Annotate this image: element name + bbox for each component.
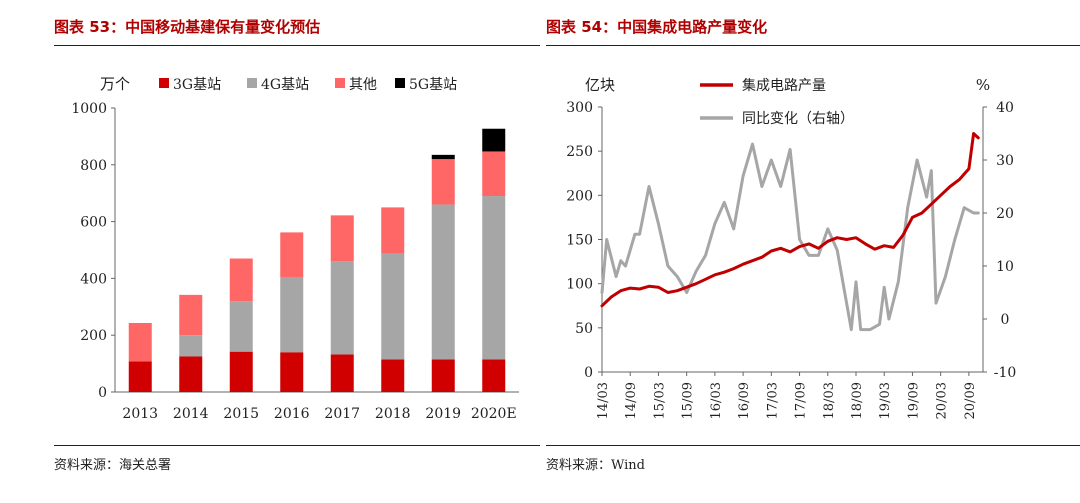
bar-segment <box>330 261 354 355</box>
right-y-tick-label: 40 <box>996 100 1014 116</box>
x-tick-label: 2014 <box>173 406 209 422</box>
x-tick-label: 2020E <box>471 406 517 422</box>
bar-segment <box>482 196 506 360</box>
x-tick-label: 17/03 <box>765 382 780 419</box>
bar-segment <box>128 322 152 362</box>
x-tick-label: 2015 <box>223 406 259 422</box>
x-tick-label: 14/03 <box>596 382 611 419</box>
bar-segment <box>482 128 506 152</box>
legend-swatch <box>247 78 257 88</box>
bar-segment <box>280 352 304 392</box>
left-top-rule <box>54 45 540 46</box>
legend-label: 5G基站 <box>409 76 457 93</box>
legend-label: 3G基站 <box>173 76 221 93</box>
left-y-tick-label: 0 <box>584 365 593 381</box>
left-y-tick-label: 150 <box>566 233 593 249</box>
bar-segment <box>128 361 152 392</box>
bar-segment <box>280 232 304 277</box>
x-tick-label: 15/03 <box>652 382 667 419</box>
right-bottom-rule <box>546 445 1080 446</box>
right-y-tick-label: -10 <box>994 365 1017 381</box>
left-y-tick-label: 100 <box>566 277 593 293</box>
bar-segment <box>431 359 455 392</box>
legend-label: 同比变化（右轴） <box>742 111 854 127</box>
stacked-bar-chart: 0 200 400 600 800 1000 万个 2013 2014 2015 2016 2017 2… <box>71 75 519 422</box>
y-tick-label: 0 <box>98 385 107 401</box>
legend-label: 其他 <box>349 77 377 93</box>
bar-segment <box>482 359 506 392</box>
right-top-rule <box>546 45 1080 46</box>
x-tick-label: 17/09 <box>794 382 809 419</box>
production-line <box>600 132 980 308</box>
bar-segment <box>381 207 405 254</box>
bar-segment <box>431 154 455 160</box>
left-source-note: 资料来源：海关总署 <box>54 458 172 473</box>
x-tick-label: 20/09 <box>963 382 978 419</box>
bar-segment <box>431 204 455 360</box>
left-y-tick-label: 300 <box>566 100 593 116</box>
bar-segment <box>179 294 203 336</box>
yoy-change-line <box>600 142 980 332</box>
bar-segment <box>179 335 203 357</box>
x-tick-label: 2018 <box>375 406 411 422</box>
bar-segment <box>431 159 455 205</box>
bar-segment <box>330 354 354 392</box>
y-tick-label: 1000 <box>71 101 107 117</box>
x-tick-label: 18/09 <box>850 382 865 419</box>
left-y-tick-label: 250 <box>566 144 593 160</box>
legend-label: 4G基站 <box>261 76 309 93</box>
x-tick-label: 2019 <box>425 406 461 422</box>
bar-segment <box>381 359 405 392</box>
right-y-tick-label: 0 <box>1001 312 1010 328</box>
x-tick-label: 16/09 <box>737 382 752 419</box>
bar-segment <box>229 351 253 392</box>
x-tick-label: 16/03 <box>709 382 724 419</box>
bar-segment <box>179 356 203 392</box>
left-y-tick-label: 200 <box>566 188 593 204</box>
x-tick-label: 2017 <box>324 406 360 422</box>
right-y-tick-label: 10 <box>996 259 1014 275</box>
x-tick-label: 19/09 <box>906 382 921 419</box>
bar-segment <box>229 258 253 302</box>
legend-swatch <box>395 78 405 88</box>
left-figure-title: 图表 53：中国移动基建保有量变化预估 <box>54 18 321 36</box>
legend-label: 集成电路产量 <box>742 77 826 94</box>
x-tick-label: 19/03 <box>878 382 893 419</box>
y-axis-unit-label: 万个 <box>100 75 130 93</box>
bar-segment <box>381 253 405 360</box>
y-tick-label: 600 <box>80 215 107 231</box>
left-bottom-rule <box>54 445 540 446</box>
right-source-note: 资料来源：Wind <box>546 458 645 473</box>
bar-segment <box>482 151 506 197</box>
x-tick-label: 14/09 <box>624 382 639 419</box>
legend-swatch <box>159 78 169 88</box>
bar-segment <box>229 301 253 352</box>
x-tick-label: 2016 <box>274 406 310 422</box>
right-figure-title: 图表 54：中国集成电路产量变化 <box>546 18 768 36</box>
x-tick-label: 15/09 <box>681 382 696 419</box>
y-tick-label: 200 <box>80 328 107 344</box>
left-y-axis-unit-label: 亿块 <box>585 76 615 94</box>
x-tick-label: 18/03 <box>822 382 837 419</box>
bar-segment <box>330 215 354 262</box>
x-tick-label: 2013 <box>122 406 158 422</box>
legend-swatch <box>335 78 345 88</box>
dual-axis-line-chart: 0 50 100 150 200 250 300 -10 0 10 20 30 40 亿块 % 14/03 14… <box>566 76 1017 419</box>
y-tick-label: 400 <box>80 271 107 287</box>
x-tick-label: 20/03 <box>935 382 950 419</box>
left-y-tick-label: 50 <box>575 321 593 337</box>
bar-segment <box>280 276 304 353</box>
right-y-tick-label: 20 <box>996 206 1014 222</box>
y-tick-label: 800 <box>80 158 107 174</box>
right-y-axis-unit-label: % <box>976 76 990 94</box>
right-y-tick-label: 30 <box>996 153 1014 169</box>
